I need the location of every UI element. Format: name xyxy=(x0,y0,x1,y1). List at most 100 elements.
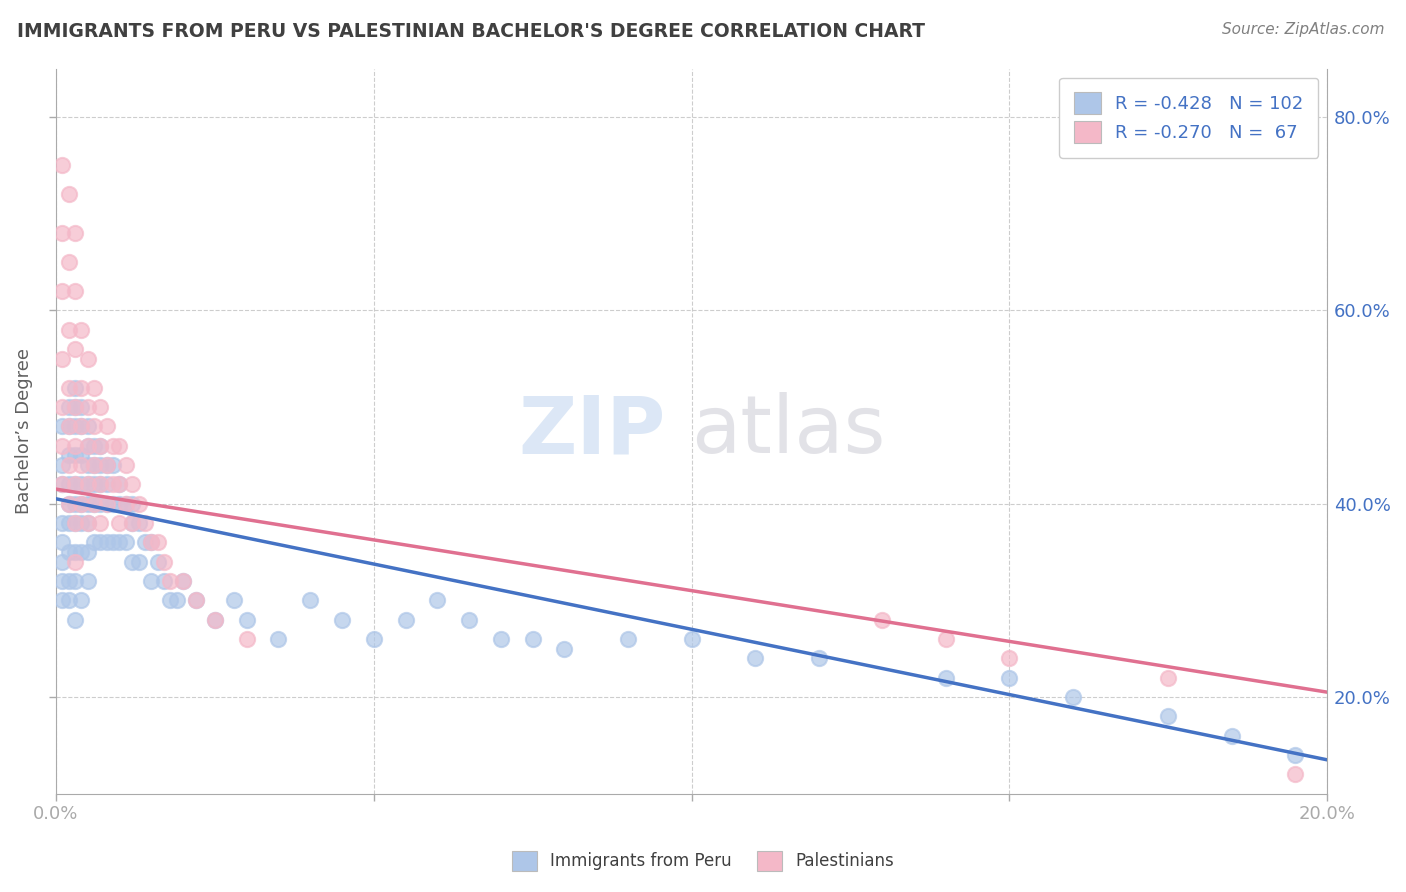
Point xyxy=(489,632,512,646)
Point xyxy=(128,555,150,569)
Point xyxy=(51,284,73,298)
Point xyxy=(394,613,416,627)
Point xyxy=(58,545,80,559)
Point xyxy=(426,593,449,607)
Point xyxy=(58,419,80,434)
Point xyxy=(998,651,1021,665)
Point xyxy=(172,574,194,588)
Point xyxy=(89,535,111,549)
Point xyxy=(522,632,544,646)
Point xyxy=(76,458,98,472)
Point xyxy=(70,477,93,491)
Point xyxy=(141,535,163,549)
Text: ZIP: ZIP xyxy=(519,392,666,470)
Point xyxy=(114,497,136,511)
Point xyxy=(141,535,163,549)
Point xyxy=(70,497,93,511)
Point xyxy=(330,613,353,627)
Point xyxy=(89,497,111,511)
Point xyxy=(58,448,80,462)
Point xyxy=(96,477,118,491)
Point xyxy=(58,497,80,511)
Point xyxy=(51,458,73,472)
Point xyxy=(141,574,163,588)
Point xyxy=(76,439,98,453)
Point xyxy=(70,322,93,336)
Point xyxy=(235,613,257,627)
Point xyxy=(83,458,105,472)
Point xyxy=(159,574,181,588)
Point xyxy=(63,284,86,298)
Point xyxy=(63,381,86,395)
Point xyxy=(51,516,73,530)
Point xyxy=(51,439,73,453)
Point xyxy=(89,477,111,491)
Point xyxy=(76,574,98,588)
Point xyxy=(58,593,80,607)
Point xyxy=(63,400,86,414)
Point xyxy=(89,400,111,414)
Point xyxy=(83,535,105,549)
Point xyxy=(458,613,481,627)
Point xyxy=(76,351,98,366)
Point xyxy=(96,458,118,472)
Point xyxy=(76,439,98,453)
Point xyxy=(89,439,111,453)
Text: Source: ZipAtlas.com: Source: ZipAtlas.com xyxy=(1222,22,1385,37)
Point xyxy=(63,545,86,559)
Point xyxy=(63,400,86,414)
Point xyxy=(51,351,73,366)
Point xyxy=(96,535,118,549)
Point xyxy=(70,419,93,434)
Point xyxy=(998,671,1021,685)
Point xyxy=(134,516,156,530)
Point xyxy=(267,632,290,646)
Point xyxy=(76,419,98,434)
Point xyxy=(159,593,181,607)
Point xyxy=(58,187,80,202)
Point xyxy=(96,497,118,511)
Point xyxy=(363,632,385,646)
Point xyxy=(63,555,86,569)
Point xyxy=(121,555,143,569)
Point xyxy=(114,497,136,511)
Point xyxy=(89,439,111,453)
Point xyxy=(83,381,105,395)
Point xyxy=(101,458,124,472)
Point xyxy=(96,458,118,472)
Point xyxy=(70,448,93,462)
Point xyxy=(58,381,80,395)
Legend: R = -0.428   N = 102, R = -0.270   N =  67: R = -0.428 N = 102, R = -0.270 N = 67 xyxy=(1060,78,1319,158)
Point xyxy=(184,593,207,607)
Point xyxy=(76,400,98,414)
Point xyxy=(146,535,169,549)
Point xyxy=(83,497,105,511)
Point xyxy=(51,574,73,588)
Point xyxy=(70,458,93,472)
Y-axis label: Bachelor’s Degree: Bachelor’s Degree xyxy=(15,348,32,514)
Point xyxy=(70,516,93,530)
Point xyxy=(63,439,86,453)
Point xyxy=(51,226,73,240)
Point xyxy=(108,497,131,511)
Point xyxy=(63,574,86,588)
Point xyxy=(51,535,73,549)
Point xyxy=(108,439,131,453)
Point xyxy=(76,516,98,530)
Point xyxy=(235,632,257,646)
Point xyxy=(121,516,143,530)
Point xyxy=(617,632,640,646)
Point xyxy=(70,419,93,434)
Point xyxy=(76,477,98,491)
Point xyxy=(63,516,86,530)
Point xyxy=(63,613,86,627)
Point xyxy=(51,419,73,434)
Point xyxy=(51,593,73,607)
Point xyxy=(108,516,131,530)
Point xyxy=(1284,747,1306,762)
Point xyxy=(146,555,169,569)
Point xyxy=(70,497,93,511)
Point xyxy=(70,593,93,607)
Legend: Immigrants from Peru, Palestinians: Immigrants from Peru, Palestinians xyxy=(503,842,903,880)
Point xyxy=(222,593,245,607)
